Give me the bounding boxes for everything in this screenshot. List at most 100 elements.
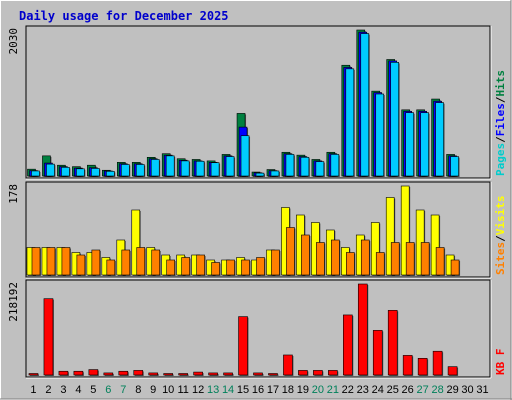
hits-pages-bar-18 (285, 154, 295, 177)
day-label-9: 9 (150, 384, 156, 396)
kbytes-ymax-label: 218192 (7, 282, 20, 322)
hits-pages-bar-17 (270, 170, 280, 177)
hits-pages-bar-16 (255, 172, 265, 177)
hits-pages-bar-13 (210, 162, 220, 177)
day-label-5: 5 (90, 384, 96, 396)
visits-legend-item-1: / (494, 235, 507, 242)
hits-legend-item-2: Files (494, 103, 507, 136)
day-label-24: 24 (372, 384, 384, 396)
hits-pages-bar-15 (240, 135, 250, 177)
kbytes-kbytes-bar-24 (372, 330, 383, 376)
day-label-1: 1 (30, 384, 36, 396)
hits-pages-bar-19 (300, 157, 310, 177)
visits-sites-bar-16 (256, 257, 265, 276)
panel-kbytes: 218192 KB F (7, 279, 507, 379)
visits-visits-bar-8 (131, 209, 141, 276)
hits-legend-item-1: / (494, 136, 507, 143)
day-label-3: 3 (60, 384, 66, 396)
visits-sites-bar-29 (450, 259, 460, 276)
kbytes-kbytes-bar-23 (357, 283, 368, 376)
hits-pages-bar-11 (180, 160, 190, 177)
visits-sites-bar-25 (390, 242, 400, 276)
visits-sites-bar-4 (76, 254, 86, 276)
kbytes-plot-area (25, 279, 491, 378)
hits-pages-bar-2 (46, 163, 55, 177)
hits-pages-bar-27 (420, 112, 429, 177)
hits-pages-bar-5 (91, 168, 100, 177)
hits-pages-bar-3 (61, 167, 70, 177)
hits-pages-bar-22 (345, 68, 355, 177)
visits-ymax-label: 178 (7, 184, 20, 204)
hits-pages-bar-24 (375, 93, 385, 177)
visits-sites-bar-3 (61, 247, 71, 276)
visits-sites-bar-13 (211, 262, 220, 276)
kbytes-kbytes-bar-29 (447, 366, 458, 376)
day-label-18: 18 (282, 384, 294, 396)
visits-sites-bar-12 (196, 254, 205, 276)
hits-pages-bar-28 (435, 102, 444, 177)
visits-sites-bar-28 (435, 247, 445, 276)
day-label-31: 31 (476, 384, 488, 396)
hits-legend-item-3: / (494, 96, 507, 103)
hits-pages-bar-29 (450, 156, 459, 177)
kbytes-kbytes-bar-4 (73, 370, 84, 376)
visits-sites-bar-27 (420, 242, 430, 276)
day-label-14: 14 (222, 384, 234, 396)
day-label-29: 29 (446, 384, 458, 396)
visits-sites-bar-21 (331, 239, 340, 276)
kbytes-kbytes-bar-5 (88, 369, 99, 376)
day-label-22: 22 (342, 384, 354, 396)
hits-pages-bar-25 (390, 62, 400, 177)
hits-pages-bar-26 (405, 112, 414, 177)
visits-visits-bar-24 (370, 222, 380, 276)
visits-sites-bar-18 (286, 227, 295, 276)
day-label-30: 30 (461, 384, 473, 396)
day-label-21: 21 (327, 384, 339, 396)
day-label-11: 11 (177, 384, 188, 396)
hits-pages-bar-21 (330, 154, 340, 177)
hits-pages-bar-12 (195, 160, 205, 177)
hits-legend: Pages/Files/Hits (494, 70, 507, 176)
day-axis-labels: 1 2 3 4 5 6 7 8 9 10 11 12 13 14 15 16 17 18 19 20 21 22 23 24 2… (30, 384, 488, 396)
hits-pages-bar-10 (165, 155, 175, 177)
hits-pages-bar-4 (76, 168, 85, 177)
kbytes-kbytes-bar-16 (253, 372, 263, 376)
visits-sites-bar-23 (360, 239, 370, 276)
visits-sites-bar-20 (316, 242, 325, 276)
visits-visits-bar-26 (400, 185, 410, 276)
hits-pages-bar-14 (225, 156, 235, 177)
kbytes-kbytes-bar-2 (43, 298, 54, 376)
kbytes-kbytes-bar-18 (283, 354, 293, 376)
visits-sites-bar-14 (226, 259, 235, 276)
day-label-13: 13 (207, 384, 219, 396)
visits-sites-bar-1 (31, 247, 41, 276)
kbytes-kbytes-bar-1 (28, 373, 39, 376)
kbytes-kbytes-bar-7 (118, 370, 129, 376)
hits-legend-item-4: Hits (494, 70, 507, 97)
visits-sites-bar-2 (46, 247, 56, 276)
day-label-8: 8 (135, 384, 141, 396)
kbytes-kbytes-bar-11 (178, 373, 188, 376)
visits-sites-bar-9 (151, 249, 161, 276)
hits-legend-item-0: Pages (494, 143, 507, 176)
kbytes-kbytes-bar-22 (343, 314, 353, 376)
visits-legend: Sites/Visits (494, 196, 507, 276)
hits-pages-bar-8 (135, 164, 145, 177)
kbytes-kbytes-bar-28 (432, 350, 443, 376)
kbytes-kbytes-bar-9 (148, 372, 159, 376)
kbytes-kbytes-bar-26 (402, 355, 413, 376)
kbytes-kbytes-bar-20 (313, 370, 323, 376)
visits-sites-bar-17 (271, 249, 280, 276)
day-label-20: 20 (312, 384, 324, 396)
kbytes-kbytes-bar-21 (328, 370, 338, 376)
visits-sites-bar-11 (181, 257, 190, 276)
visits-sites-bar-24 (375, 252, 385, 276)
kbytes-kbytes-bar-12 (193, 371, 203, 376)
visits-visits-bar-25 (385, 197, 395, 276)
kbytes-kbytes-bar-13 (208, 372, 218, 376)
hits-pages-bar-6 (106, 171, 115, 177)
kbytes-kbytes-bar-19 (298, 370, 308, 376)
kbytes-kbytes-bar-17 (268, 373, 278, 376)
